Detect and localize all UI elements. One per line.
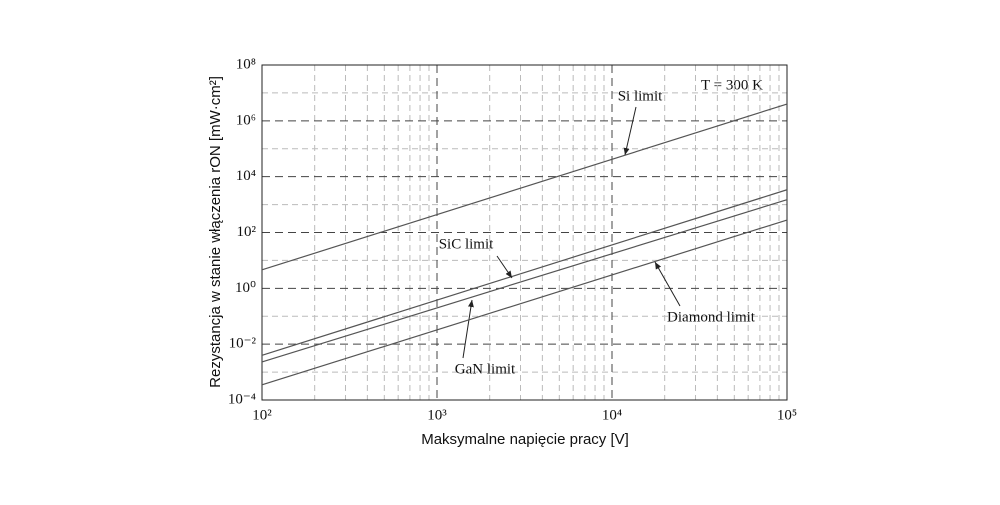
series-line xyxy=(261,103,788,271)
x-axis-label: Maksymalne napięcie pracy [V] xyxy=(421,431,629,448)
label-arrow xyxy=(623,106,637,156)
series-line xyxy=(261,199,788,363)
label-arrow xyxy=(496,255,513,279)
x-tick-label: 10⁵ xyxy=(777,407,797,423)
y-tick-label: 10² xyxy=(237,224,257,240)
series-label: Si limit xyxy=(618,88,663,104)
series-label: GaN limit xyxy=(455,361,516,377)
y-tick-label: 10⁶ xyxy=(236,112,256,128)
series-label: SiC limit xyxy=(439,236,494,252)
label-arrow xyxy=(462,299,474,359)
series-line xyxy=(261,219,788,386)
x-tick-label: 10² xyxy=(252,407,272,423)
x-tick-label: 10³ xyxy=(427,407,447,423)
x-tick-label: 10⁴ xyxy=(602,407,622,423)
y-tick-label: 10⁻⁴ xyxy=(228,391,256,407)
annotation: T = 300 K xyxy=(701,77,763,93)
series-line xyxy=(261,189,788,356)
label-arrow xyxy=(654,261,681,307)
y-tick-label: 10⁴ xyxy=(236,168,256,184)
series-label: Diamond limit xyxy=(667,309,756,325)
y-tick-label: 10⁻² xyxy=(229,336,257,352)
y-axis-label: Rezystancja w stanie włączenia rON [mW·c… xyxy=(207,76,224,388)
y-tick-label: 10⁰ xyxy=(235,280,256,296)
plot-frame xyxy=(261,64,788,401)
y-tick-label: 10⁸ xyxy=(236,56,256,72)
